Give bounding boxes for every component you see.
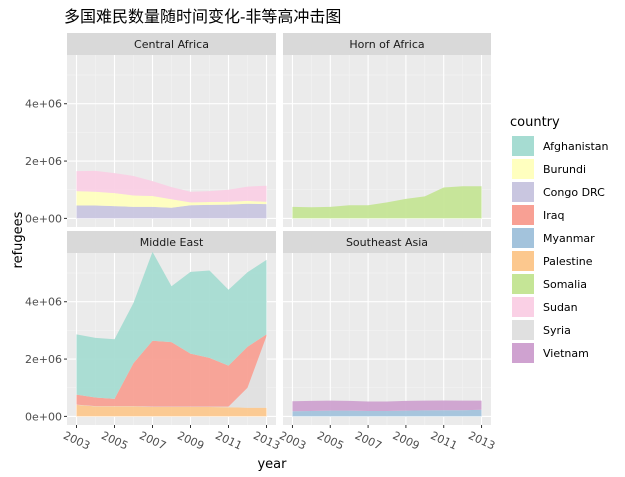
legend-label: Myanmar [543, 232, 595, 245]
area-syria [76, 336, 267, 408]
y-tick-label: 0e+00 [25, 212, 62, 225]
legend-label: Iraq [543, 209, 565, 222]
legend-item-congo-drc: Congo DRC [512, 182, 605, 202]
y-tick-label: 4e+06 [25, 296, 62, 309]
legend-swatch [512, 159, 534, 179]
area-sudan [76, 170, 267, 203]
legend-label: Somalia [543, 278, 587, 291]
area-afghanistan [76, 251, 267, 399]
legend-item-afghanistan: Afghanistan [512, 136, 609, 156]
facet-strip-label: Horn of Africa [349, 38, 424, 51]
legend-item-palestine: Palestine [512, 251, 593, 271]
area-burundi [76, 191, 267, 208]
facet-strip [67, 231, 276, 253]
legend-swatch [512, 274, 534, 294]
panel-horn-of-africa: Horn of Africa [283, 33, 491, 227]
legend-item-vietnam: Vietnam [512, 343, 589, 363]
y-axis-title: refugees [11, 211, 26, 268]
x-tick-label: 2005 [99, 429, 130, 453]
plot-title: 多国难民数量随时间变化-非等高冲击图 [64, 7, 341, 26]
panel-central-africa: Central Africa 0e+00 2e+06 4e+06 [25, 33, 276, 227]
facet-strip-label: Southeast Asia [346, 236, 428, 249]
y-tick-label: 2e+06 [25, 155, 62, 168]
legend-label: Burundi [543, 163, 586, 176]
area-somalia [292, 186, 482, 219]
x-tick-label: 2007 [137, 429, 168, 453]
x-tick-label: 2003 [61, 429, 92, 453]
x-tick-label: 2009 [391, 429, 422, 453]
facet-strip [283, 33, 491, 55]
legend-item-sudan: Sudan [512, 297, 578, 317]
legend-item-iraq: Iraq [512, 205, 565, 225]
legend-label: Sudan [543, 301, 578, 314]
x-tick-label: 2005 [315, 429, 346, 453]
legend-item-syria: Syria [512, 320, 571, 340]
legend-label: Syria [543, 324, 571, 337]
facet-panels: Central Africa 0e+00 2e+06 4e+06 Horn of Afr… [25, 33, 497, 453]
area-iraq [76, 334, 267, 407]
legend-item-burundi: Burundi [512, 159, 586, 179]
facet-strip-label: Middle East [140, 236, 204, 249]
legend-label: Palestine [543, 255, 593, 268]
legend-title: country [510, 115, 560, 130]
x-axis-title: year [257, 457, 287, 472]
legend-swatch [512, 297, 534, 317]
legend-swatch [512, 251, 534, 271]
legend-swatch [512, 136, 534, 156]
panel-middle-east: Middle East 0e+00 2e+06 4e+06 2003 2005 2007 20… [25, 231, 282, 453]
x-tick-label: 2003 [277, 429, 308, 453]
area-congo-drc [76, 203, 267, 219]
x-tick-label: 2013 [466, 429, 497, 453]
legend-item-myanmar: Myanmar [512, 228, 595, 248]
x-tick-label: 2009 [175, 429, 206, 453]
legend-label: Afghanistan [543, 140, 609, 153]
area-palestine [76, 404, 267, 417]
legend-item-somalia: Somalia [512, 274, 587, 294]
legend: country Afghanistan Burundi Congo DRC Iraq M… [510, 115, 609, 363]
x-tick-label: 2011 [428, 429, 459, 453]
legend-swatch [512, 228, 534, 248]
y-tick-label: 0e+00 [25, 410, 62, 423]
facet-strip [67, 33, 276, 55]
legend-swatch [512, 320, 534, 340]
area-vietnam [292, 400, 482, 412]
y-tick-label: 4e+06 [25, 98, 62, 111]
y-tick-label: 2e+06 [25, 353, 62, 366]
legend-swatch [512, 182, 534, 202]
x-tick-label: 2011 [213, 429, 244, 453]
facet-strip-label: Central Africa [134, 38, 209, 51]
facet-strip [283, 231, 491, 253]
x-tick-label: 2007 [353, 429, 384, 453]
legend-swatch [512, 205, 534, 225]
panel-southeast-asia: Southeast Asia 2003 2005 2007 2009 2011 2013 [277, 231, 497, 453]
area-myanmar [292, 409, 482, 417]
legend-label: Vietnam [543, 347, 589, 360]
legend-swatch [512, 343, 534, 363]
legend-label: Congo DRC [543, 186, 605, 199]
